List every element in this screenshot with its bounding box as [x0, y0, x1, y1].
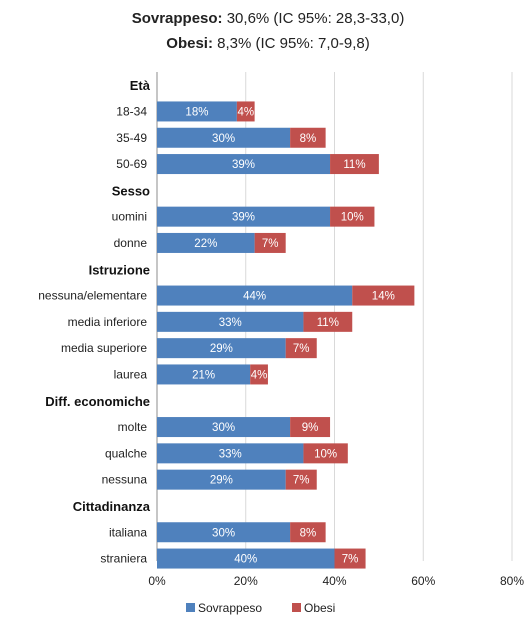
category-label: 18-34: [116, 104, 147, 118]
category-label: media inferiore: [68, 315, 148, 329]
data-label-sovrappeso: 18%: [185, 106, 208, 118]
legend-swatch-obesi: [292, 603, 301, 612]
legend-label-sovrappeso: Sovrappeso: [198, 601, 262, 615]
bar-sovrappeso: [157, 443, 304, 464]
bar-obesi: [330, 206, 375, 227]
category-label: 35-49: [116, 131, 147, 145]
data-label-sovrappeso: 30%: [212, 133, 235, 145]
legend-label-obesi: Obesi: [304, 601, 335, 615]
x-tick-label: 20%: [234, 574, 258, 588]
group-header: Istruzione: [89, 262, 150, 277]
data-label-sovrappeso: 29%: [210, 343, 233, 355]
bar-obesi: [290, 417, 331, 438]
bar-obesi: [352, 285, 415, 306]
category-label: media superiore: [61, 341, 147, 355]
x-tick-label: 60%: [411, 574, 435, 588]
data-label-sovrappeso: 33%: [219, 317, 242, 329]
title-label-sovrappeso: Sovrappeso:: [132, 10, 223, 27]
chart-title-line1: Sovrappeso: 30,6% (IC 95%: 28,3-33,0): [132, 10, 405, 27]
data-label-sovrappeso: 39%: [232, 159, 255, 171]
category-label: italiana: [109, 525, 147, 539]
bar-sovrappeso: [157, 522, 291, 543]
bar-sovrappeso: [157, 206, 331, 227]
x-tick-label: 0%: [148, 574, 166, 588]
category-label: molte: [118, 420, 148, 434]
data-label-sovrappeso: 33%: [219, 448, 242, 460]
bar-sovrappeso: [157, 127, 291, 148]
category-label: nessuna/elementare: [38, 289, 147, 303]
chart-title-line2: Obesi: 8,3% (IC 95%: 7,0-9,8): [166, 35, 369, 52]
bar-obesi: [290, 522, 326, 543]
bar-obesi: [285, 469, 317, 490]
bar-sovrappeso: [157, 338, 286, 359]
data-label-sovrappeso: 30%: [212, 422, 235, 434]
bar-obesi: [250, 364, 268, 385]
bar-obesi: [330, 154, 379, 175]
bar-obesi: [303, 443, 348, 464]
category-label: nessuna: [102, 473, 148, 487]
group-header: Cittadinanza: [73, 499, 151, 514]
bar-sovrappeso: [157, 417, 291, 438]
data-label-sovrappeso: 40%: [234, 554, 257, 566]
x-tick-label: 40%: [322, 574, 346, 588]
group-header: Sesso: [112, 183, 150, 198]
group-header: Età: [130, 78, 151, 93]
bar-obesi: [254, 232, 286, 253]
legend-swatch-sovrappeso: [186, 603, 195, 612]
data-label-sovrappeso: 44%: [243, 291, 266, 303]
bar-obesi: [290, 127, 326, 148]
data-label-obesi: 7%: [342, 554, 359, 566]
data-label-obesi: 4%: [251, 369, 268, 381]
bars-area: 18% 4% 30% 8% 39% 11% 39% 10% 22% 7% 44% 14% 33% 11% 2…: [157, 101, 415, 569]
category-label: qualche: [105, 446, 147, 460]
x-tick-label: 80%: [500, 574, 524, 588]
data-label-sovrappeso: 29%: [210, 475, 233, 487]
legend: Sovrappeso Obesi: [186, 601, 335, 615]
data-label-obesi: 7%: [293, 343, 310, 355]
bar-obesi: [303, 311, 353, 332]
data-label-obesi: 8%: [300, 133, 317, 145]
bar-sovrappeso: [157, 101, 237, 122]
data-label-sovrappeso: 22%: [194, 238, 217, 250]
data-label-sovrappeso: 21%: [192, 369, 215, 381]
bar-obesi: [236, 101, 255, 122]
data-label-obesi: 7%: [293, 475, 310, 487]
data-label-obesi: 9%: [302, 422, 319, 434]
category-label: donne: [114, 236, 148, 250]
data-label-obesi: 7%: [262, 238, 279, 250]
category-label: straniera: [100, 552, 147, 566]
bar-sovrappeso: [157, 469, 286, 490]
x-axis-ticks: 0% 20% 40% 60% 80%: [148, 574, 524, 588]
bar-sovrappeso: [157, 364, 251, 385]
data-label-obesi: 10%: [341, 212, 364, 224]
category-label: laurea: [114, 367, 148, 381]
category-label: uomini: [112, 210, 147, 224]
data-label-sovrappeso: 39%: [232, 212, 255, 224]
data-label-obesi: 4%: [237, 106, 254, 118]
title-label-obesi: Obesi:: [166, 35, 213, 52]
data-label-obesi: 11%: [343, 159, 365, 171]
bar-sovrappeso: [157, 311, 304, 332]
bar-obesi: [334, 548, 366, 569]
data-label-obesi: 10%: [314, 448, 337, 460]
data-label-obesi: 11%: [317, 317, 339, 329]
title-value-obesi: 8,3% (IC 95%: 7,0-9,8): [213, 35, 370, 52]
title-value-sovrappeso: 30,6% (IC 95%: 28,3-33,0): [223, 10, 405, 27]
category-labels: Età 18-34 35-49 50-69 Sesso uomini donne Istruz…: [38, 78, 151, 565]
bar-sovrappeso: [157, 154, 331, 175]
bar-obesi: [285, 338, 317, 359]
data-label-obesi: 8%: [300, 527, 317, 539]
data-label-obesi: 14%: [372, 291, 395, 303]
bar-sovrappeso: [157, 285, 353, 306]
bar-sovrappeso: [157, 232, 255, 253]
bar-sovrappeso: [157, 548, 335, 569]
data-label-sovrappeso: 30%: [212, 527, 235, 539]
category-label: 50-69: [116, 157, 147, 171]
group-header: Diff. economiche: [45, 394, 150, 409]
